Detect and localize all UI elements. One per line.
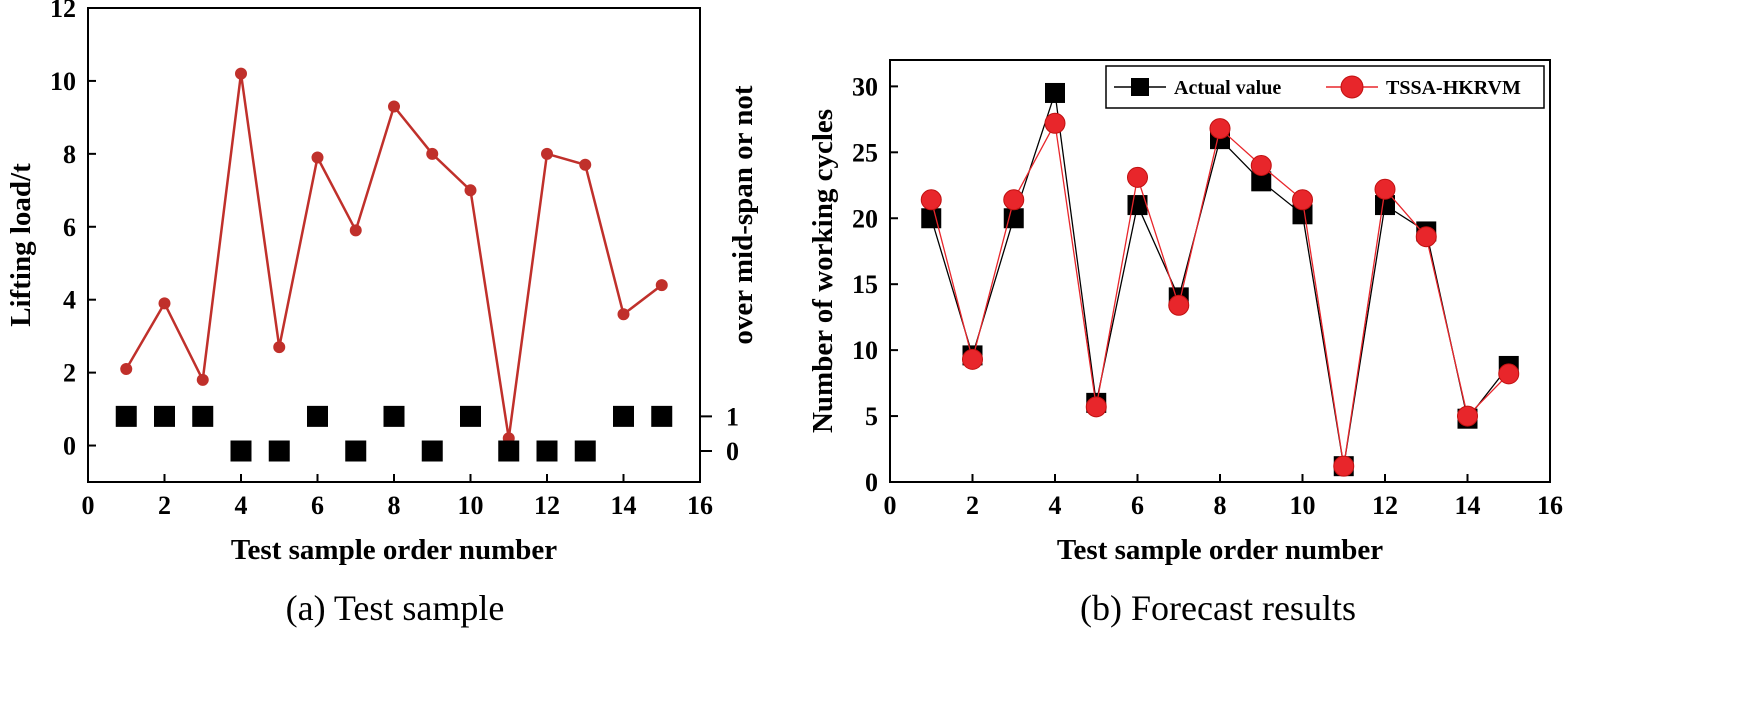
chart-b-xtick-label: 0 [884,491,897,520]
chart-a-xtick-label: 6 [311,491,324,520]
chart-b-legend-label-actual-value: Actual value [1174,77,1281,99]
chart-a-ytick-label: 4 [63,286,76,315]
chart-a-point-lifting-load [311,151,324,164]
chart-a-y2tick-label: 0 [726,437,739,466]
chart-a-y2tick-label: 1 [726,402,739,431]
chart-a-point-over-mid-span [613,405,634,427]
chart-b-xtick-label: 14 [1455,491,1481,520]
chart-a-xtick-label: 12 [534,491,560,520]
chart-a-xtick-label: 0 [82,491,95,520]
chart-b-point-tssa-hkrvm [1127,166,1148,188]
chart-a-point-lifting-load [196,373,209,386]
chart-b-point-tssa-hkrvm [1498,363,1520,385]
chart-b-point-tssa-hkrvm [962,348,983,370]
chart-a-xlabel: Test sample order number [231,534,557,566]
chart-a-xtick-label: 2 [158,491,171,520]
chart-b-point-tssa-hkrvm [1168,294,1190,316]
chart-b-xtick-label: 8 [1214,491,1227,520]
chart-a-point-over-mid-span [307,405,328,427]
chart-a-point-over-mid-span [192,405,214,427]
chart-a-point-over-mid-span [115,405,137,427]
chart-b-ytick-label: 20 [852,204,878,233]
chart-b-xtick-label: 4 [1049,491,1062,520]
chart-a-point-lifting-load [426,147,439,160]
chart-a-ytick-label: 12 [50,0,76,23]
chart-a-point-over-mid-span [421,440,443,462]
chart-b-point-tssa-hkrvm [1374,178,1396,200]
chart-b-ytick-label: 15 [852,270,878,299]
chart-a-point-over-mid-span [460,405,481,427]
chart-a-point-lifting-load [235,67,247,80]
chart-a-point-lifting-load [349,224,362,237]
chart-a-point-over-mid-span [345,440,367,462]
chart-b-point-tssa-hkrvm [1085,396,1107,418]
chart-a-point-lifting-load [388,100,400,113]
chart-a-xtick-label: 16 [687,491,713,520]
chart-b-legend-marker-actual-value [1131,78,1149,96]
chart-b-ytick-label: 5 [865,402,878,431]
chart-b-caption: (b) Forecast results [1080,588,1356,628]
chart-a-point-over-mid-span [498,440,520,462]
chart-b-legend-marker-tssa-hkrvm [1340,75,1364,99]
chart-b-point-tssa-hkrvm [1292,189,1313,211]
chart-b-xlabel: Test sample order number [1057,534,1383,566]
chart-a-point-lifting-load [273,341,286,354]
chart-a-xtick-label: 8 [388,491,401,520]
chart-a-point-lifting-load [579,158,592,171]
chart-b-ylabel: Number of working cycles [807,109,839,433]
chart-b-ytick-label: 10 [852,336,878,365]
chart-a-xtick-label: 10 [458,491,484,520]
chart-b-point-tssa-hkrvm [1003,189,1025,211]
chart-a-y2label: over mid-span or not [727,85,759,344]
chart-a-caption: (a) Test sample [286,588,505,628]
chart-a-point-lifting-load [655,279,668,292]
chart-b-xtick-label: 2 [966,491,979,520]
chart-a-point-over-mid-span [574,440,596,462]
chart-a-ytick-label: 6 [63,213,76,242]
chart-a-ylabel: Lifting load/t [5,163,37,327]
chart-b-point-tssa-hkrvm [1333,455,1355,477]
chart-a-point-lifting-load [541,147,553,160]
chart-b-ytick-label: 0 [865,468,878,497]
chart-a-point-lifting-load [158,297,171,310]
chart-a-point-over-mid-span [230,440,252,462]
chart-a-point-lifting-load [464,184,477,197]
chart-a-ytick-label: 2 [63,359,76,388]
chart-a-point-over-mid-span [536,440,558,462]
chart-b-series-line-tssa-hkrvm [930,121,1510,467]
chart-b-point-tssa-hkrvm [1250,155,1272,176]
chart-a-point-over-mid-span [651,405,673,427]
chart-b-legend-box [1105,65,1545,109]
chart-a-point-over-mid-span [383,405,405,427]
chart-b-xtick-label: 6 [1131,491,1144,520]
chart-b-forecast-results: 0 2 4 6 8 10 12 14 16 0 5 10 15 20 25 30 Test sample ord… [807,59,1563,628]
chart-b-point-tssa-hkrvm [1044,112,1066,134]
chart-b-xtick-label: 12 [1372,491,1398,520]
chart-b-legend-label-tssa-hkrvm: TSSA-HKRVM [1386,77,1521,99]
chart-b-ytick-label: 30 [852,72,878,101]
chart-b-point-tssa-hkrvm [1457,405,1478,427]
chart-a-point-lifting-load [617,308,630,321]
chart-b-legend: Actual value TSSA-HKRVM [1105,65,1545,109]
chart-b-point-tssa-hkrvm [1209,118,1231,140]
chart-a-point-over-mid-span [154,405,175,427]
chart-a-point-over-mid-span [268,440,290,462]
chart-a-ytick-label: 10 [50,67,76,96]
chart-b-ytick-label: 25 [852,138,878,167]
chart-a-ytick-label: 0 [63,432,76,461]
chart-a-xtick-label: 14 [611,491,637,520]
chart-b-xtick-label: 10 [1290,491,1316,520]
chart-b-xtick-label: 16 [1537,491,1563,520]
chart-a-point-lifting-load [120,362,133,375]
chart-b-point-actual-value [1045,82,1065,103]
chart-a-xtick-label: 4 [235,491,248,520]
chart-a-ytick-label: 8 [63,140,76,169]
chart-b-point-tssa-hkrvm [920,189,942,211]
chart-b-point-tssa-hkrvm [1415,226,1437,248]
